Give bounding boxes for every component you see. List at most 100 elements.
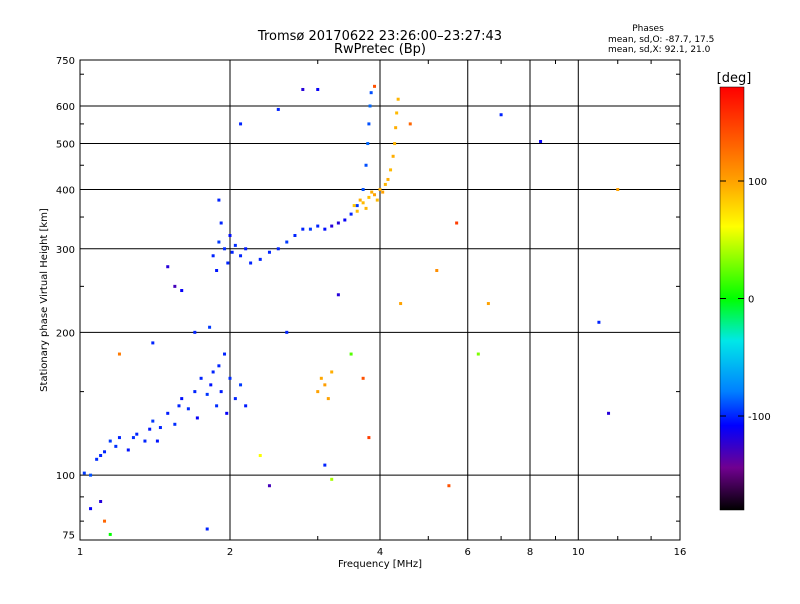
data-point [361, 188, 365, 192]
data-point [239, 383, 243, 387]
data-point [99, 499, 103, 503]
data-point [370, 190, 374, 194]
data-point [381, 190, 385, 194]
data-point [367, 122, 371, 126]
data-point [386, 177, 390, 181]
data-point [225, 411, 229, 415]
data-point [211, 370, 215, 374]
x-tick-label: 16 [674, 547, 687, 558]
data-point [89, 473, 93, 477]
data-point [95, 457, 99, 461]
data-point [330, 477, 334, 481]
x-tick-label: 6 [465, 547, 471, 558]
data-point [539, 139, 543, 143]
data-point [108, 439, 112, 443]
data-point [323, 227, 327, 231]
data-point [389, 168, 393, 172]
data-point [285, 240, 289, 244]
data-point [499, 113, 503, 117]
data-point [114, 444, 118, 448]
data-point [148, 427, 152, 431]
data-point [228, 233, 232, 237]
y-tick-label: 750 [56, 56, 75, 67]
data-point [99, 454, 103, 458]
data-point [199, 376, 203, 380]
data-point [215, 269, 219, 273]
data-point [323, 383, 327, 387]
data-point [408, 122, 412, 126]
data-point [155, 439, 159, 443]
data-point [215, 404, 219, 408]
data-point [276, 247, 280, 251]
data-point [364, 163, 368, 167]
data-point [301, 227, 305, 231]
data-point [395, 111, 399, 115]
data-point [173, 422, 177, 426]
data-point [205, 392, 209, 396]
data-point [367, 436, 371, 440]
data-point [367, 195, 371, 199]
data-point [230, 250, 234, 254]
data-point [205, 527, 209, 531]
data-point [355, 209, 359, 213]
data-point [219, 390, 223, 394]
x-tick-label: 8 [527, 547, 533, 558]
colorbar-tick-label: 0 [748, 295, 754, 306]
y-tick-label: 500 [56, 140, 75, 151]
data-point [358, 198, 362, 202]
data-point [336, 293, 340, 297]
data-point [396, 97, 400, 101]
y-tick-label: 600 [56, 102, 75, 113]
data-point [209, 383, 213, 387]
data-point [373, 84, 377, 88]
data-point [607, 411, 611, 415]
data-point [151, 419, 155, 423]
data-point [239, 122, 243, 126]
minor-ticks [80, 60, 680, 540]
chart-title: Tromsø 20170622 23:26:00–23:27:43 [257, 29, 502, 44]
data-point [233, 397, 237, 401]
data-point [378, 188, 382, 192]
data-point [244, 404, 248, 408]
data-point [330, 224, 334, 228]
data-point [316, 87, 320, 91]
colorbar-tick-label: 100 [748, 177, 767, 188]
data-point [616, 188, 620, 192]
data-point [364, 206, 368, 210]
x-tick-label: 4 [377, 547, 383, 558]
x-axis-label: Frequency [MHz] [338, 559, 422, 570]
data-point [476, 352, 480, 356]
data-point [361, 201, 365, 205]
data-point [285, 330, 289, 334]
data-point [244, 247, 248, 251]
data-point [394, 126, 398, 130]
data-point [330, 370, 334, 374]
data-point [336, 221, 340, 225]
stats-header: Phases [632, 24, 664, 34]
data-point [158, 426, 162, 430]
data-point [219, 221, 223, 225]
data-point [180, 397, 184, 401]
data-point [293, 233, 297, 237]
data-point [211, 254, 215, 258]
data-point [223, 247, 227, 251]
x-tick-label: 10 [572, 547, 585, 558]
data-point [103, 519, 107, 523]
data-point [486, 302, 490, 306]
data-point [223, 352, 227, 356]
data-point [276, 107, 280, 111]
data-point [361, 376, 365, 380]
y-tick-label: 75 [62, 530, 75, 541]
data-point [355, 204, 359, 208]
data-point [308, 227, 312, 231]
x-tick-label: 2 [227, 547, 233, 558]
data-point [323, 463, 327, 467]
data-point [249, 261, 253, 265]
data-point [267, 484, 271, 488]
y-tick-label: 400 [56, 186, 75, 197]
data-point [166, 265, 170, 269]
data-point [143, 439, 147, 443]
data-point [177, 404, 181, 408]
data-point [349, 212, 353, 216]
data-point [195, 416, 199, 420]
